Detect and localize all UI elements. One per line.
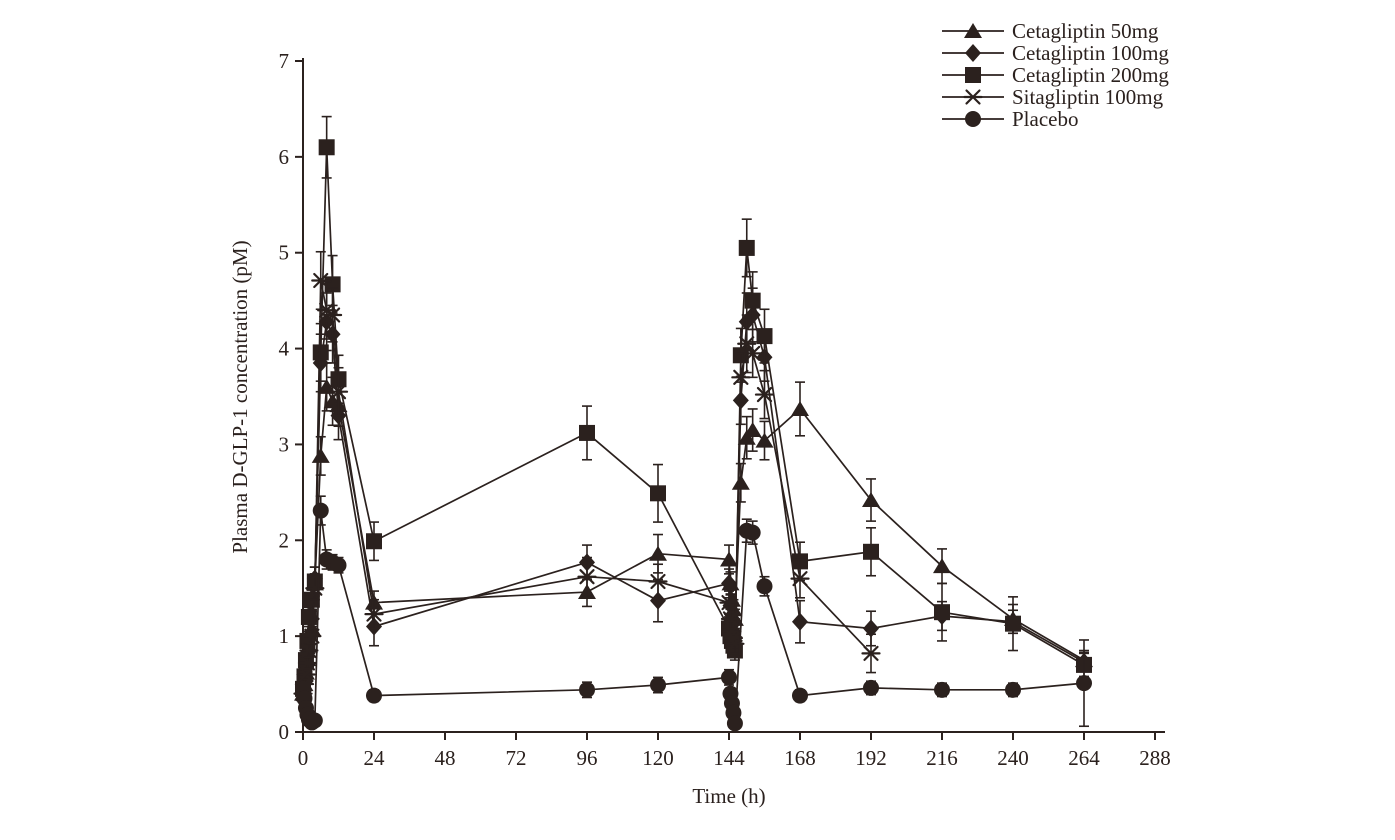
x-tick-label: 48	[435, 746, 456, 770]
x-tick-label: 96	[577, 746, 598, 770]
y-tick-label: 2	[279, 528, 290, 552]
y-tick-label: 3	[279, 432, 290, 456]
y-axis-title: Plasma D-GLP-1 concentration (pM)	[228, 240, 252, 553]
x-tick-label: 192	[855, 746, 887, 770]
y-tick-label: 7	[279, 49, 290, 73]
x-tick-label: 168	[784, 746, 816, 770]
series-line	[302, 280, 872, 694]
diamond-markers	[295, 306, 1092, 701]
legend-item-cetagliptin-200mg: Cetagliptin 200mg	[941, 64, 1169, 86]
legend-item-cetagliptin-50mg: Cetagliptin 50mg	[941, 20, 1169, 42]
series-line	[302, 313, 1085, 692]
x-tick-label: 216	[926, 746, 958, 770]
star-marker-icon	[942, 89, 1004, 105]
legend-label: Placebo	[1012, 107, 1079, 131]
legend-label: Cetagliptin 200mg	[1012, 63, 1169, 87]
legend-item-cetagliptin-100mg: Cetagliptin 100mg	[941, 42, 1169, 64]
x-tick-label: 24	[364, 746, 386, 770]
x-tick-label: 120	[642, 746, 674, 770]
square-marker-icon	[942, 67, 1004, 83]
x-tick-label: 288	[1139, 746, 1171, 770]
y-tick-label: 5	[279, 241, 290, 265]
series-line	[302, 147, 1085, 689]
square-markers	[295, 139, 1092, 697]
plot-area: 0 1 2 3 4 5 6 7 0 24 48 72 96 120 144 168 192 216 240 264 28…	[279, 49, 1171, 770]
series-cetagliptin-200mg	[295, 115, 1092, 697]
circle-markers	[295, 502, 1092, 732]
series-cetagliptin-50mg	[294, 362, 1093, 701]
legend-item-sitagliptin-100mg: Sitagliptin 100mg	[941, 86, 1169, 108]
x-tick-label: 0	[298, 746, 309, 770]
star-markers	[293, 272, 881, 702]
x-tick-label: 72	[506, 746, 527, 770]
legend-item-placebo: Placebo	[941, 108, 1169, 130]
x-tick-label: 264	[1068, 746, 1100, 770]
y-tick-label: 6	[279, 145, 290, 169]
x-tick-label: 144	[713, 746, 745, 770]
series-placebo	[295, 495, 1092, 732]
x-tick-label: 240	[997, 746, 1029, 770]
y-tick-label: 1	[279, 624, 290, 648]
x-axis-title: Time (h)	[692, 784, 765, 808]
legend-label: Cetagliptin 50mg	[1012, 19, 1159, 43]
legend: Cetagliptin 50mg Cetagliptin 100mg Cetagli…	[941, 20, 1169, 130]
series-line	[302, 386, 1085, 694]
triangle-markers	[294, 378, 1093, 701]
y-tick-label: 4	[279, 337, 290, 361]
triangle-marker-icon	[942, 23, 1004, 38]
diamond-marker-icon	[942, 44, 1004, 62]
series-sitagliptin-100mg	[293, 250, 881, 702]
legend-label: Cetagliptin 100mg	[1012, 41, 1169, 65]
legend-label: Sitagliptin 100mg	[1012, 85, 1164, 109]
y-tick-label: 0	[279, 720, 290, 744]
series-cetagliptin-100mg	[295, 287, 1092, 701]
circle-marker-icon	[942, 111, 1004, 127]
